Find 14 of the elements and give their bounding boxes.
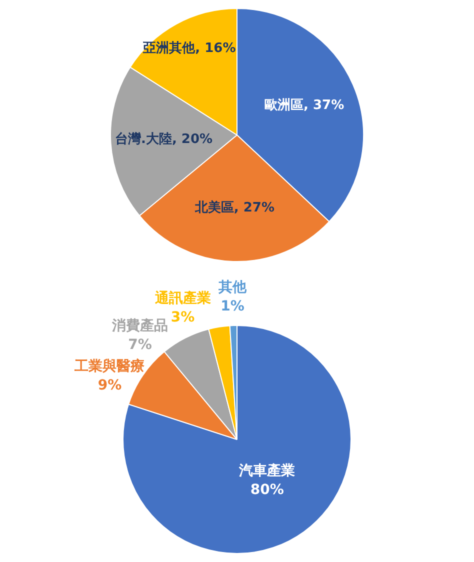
data-label: 1% — [220, 298, 244, 315]
slice-label: 北美區, 27% — [194, 200, 274, 216]
slice-label: 工業與醫療 — [74, 358, 145, 375]
data-label: 9% — [98, 378, 122, 394]
slice-label: 歐洲區, 37% — [264, 98, 344, 114]
slice-label: 其他 — [218, 280, 248, 296]
slice-label: 通訊產業 — [154, 289, 211, 306]
slice-label: 台灣.大陸, 20% — [115, 130, 213, 147]
data-label: 3% — [170, 309, 195, 326]
slice-label: 消費產品 — [111, 318, 168, 334]
data-label: 7% — [128, 336, 152, 353]
slice-label: 亞洲其他, 16% — [142, 40, 236, 56]
data-label: 80% — [250, 482, 284, 498]
slice-label: 汽車產業 — [238, 463, 296, 480]
